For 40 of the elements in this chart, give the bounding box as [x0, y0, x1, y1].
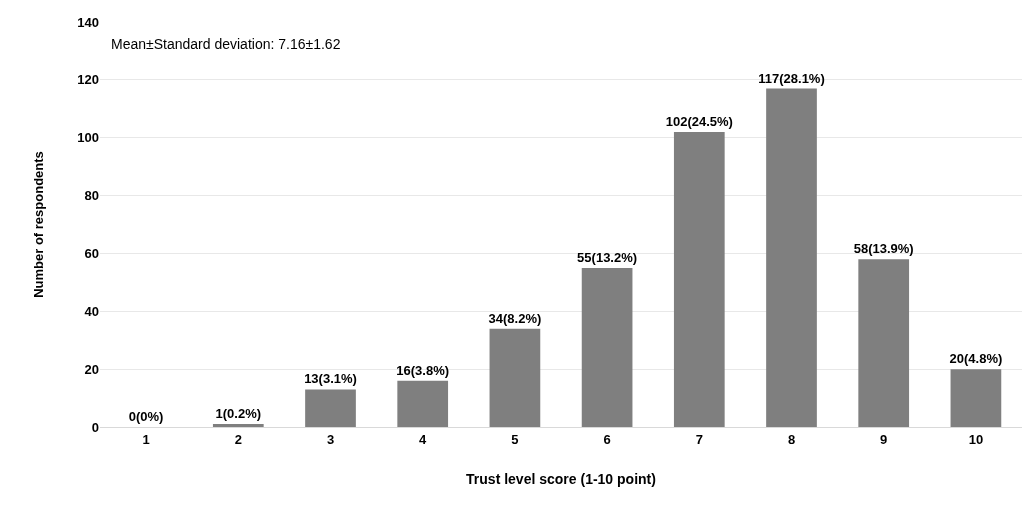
y-tick-label: 100 — [77, 130, 99, 146]
x-tick-label: 6 — [603, 431, 611, 447]
bar — [305, 389, 356, 427]
x-tick-label: 10 — [968, 431, 984, 447]
y-tick-label: 120 — [77, 72, 99, 88]
data-label: 58(13.9%) — [853, 241, 914, 257]
bar — [489, 328, 541, 427]
x-tick-label: 3 — [326, 431, 335, 447]
data-label: 55(13.2%) — [577, 249, 638, 265]
data-label: 117(28.1%) — [758, 70, 825, 86]
data-label: 1(0.2%) — [215, 406, 262, 422]
data-label: 16(3.8%) — [396, 362, 450, 378]
bar — [950, 369, 1002, 427]
data-label: 102(24.5%) — [665, 113, 733, 129]
x-tick-label: 9 — [880, 431, 888, 447]
data-label: 0(0%) — [128, 409, 164, 424]
bar — [673, 131, 725, 427]
y-tick-label: 40 — [84, 303, 99, 319]
x-tick-label: 5 — [511, 431, 519, 447]
y-tick-label: 0 — [91, 419, 99, 435]
annotation: Mean±Standard deviation: 7.16±1.62 — [111, 36, 341, 52]
y-tick-label: 60 — [84, 245, 99, 261]
x-tick-label: 7 — [695, 431, 703, 447]
y-tick-label: 80 — [84, 188, 99, 204]
x-tick-label: 8 — [787, 431, 796, 447]
data-label: 13(3.1%) — [304, 371, 357, 387]
bar — [397, 380, 449, 427]
data-label: 34(8.2%) — [488, 310, 542, 326]
x-tick-label: 2 — [234, 431, 242, 447]
x-tick-label: 4 — [419, 431, 428, 447]
bar — [858, 259, 910, 427]
bar — [581, 267, 633, 427]
bar — [212, 424, 264, 427]
x-tick-label: 1 — [142, 431, 150, 447]
bar — [766, 88, 817, 427]
data-label: 20(4.8%) — [949, 351, 1003, 367]
y-tick-label: 140 — [77, 14, 99, 30]
y-tick-label: 20 — [84, 361, 99, 377]
x-axis-title: Trust level score (1-10 point) — [466, 470, 656, 487]
y-axis-title: Number of respondents — [31, 151, 47, 298]
